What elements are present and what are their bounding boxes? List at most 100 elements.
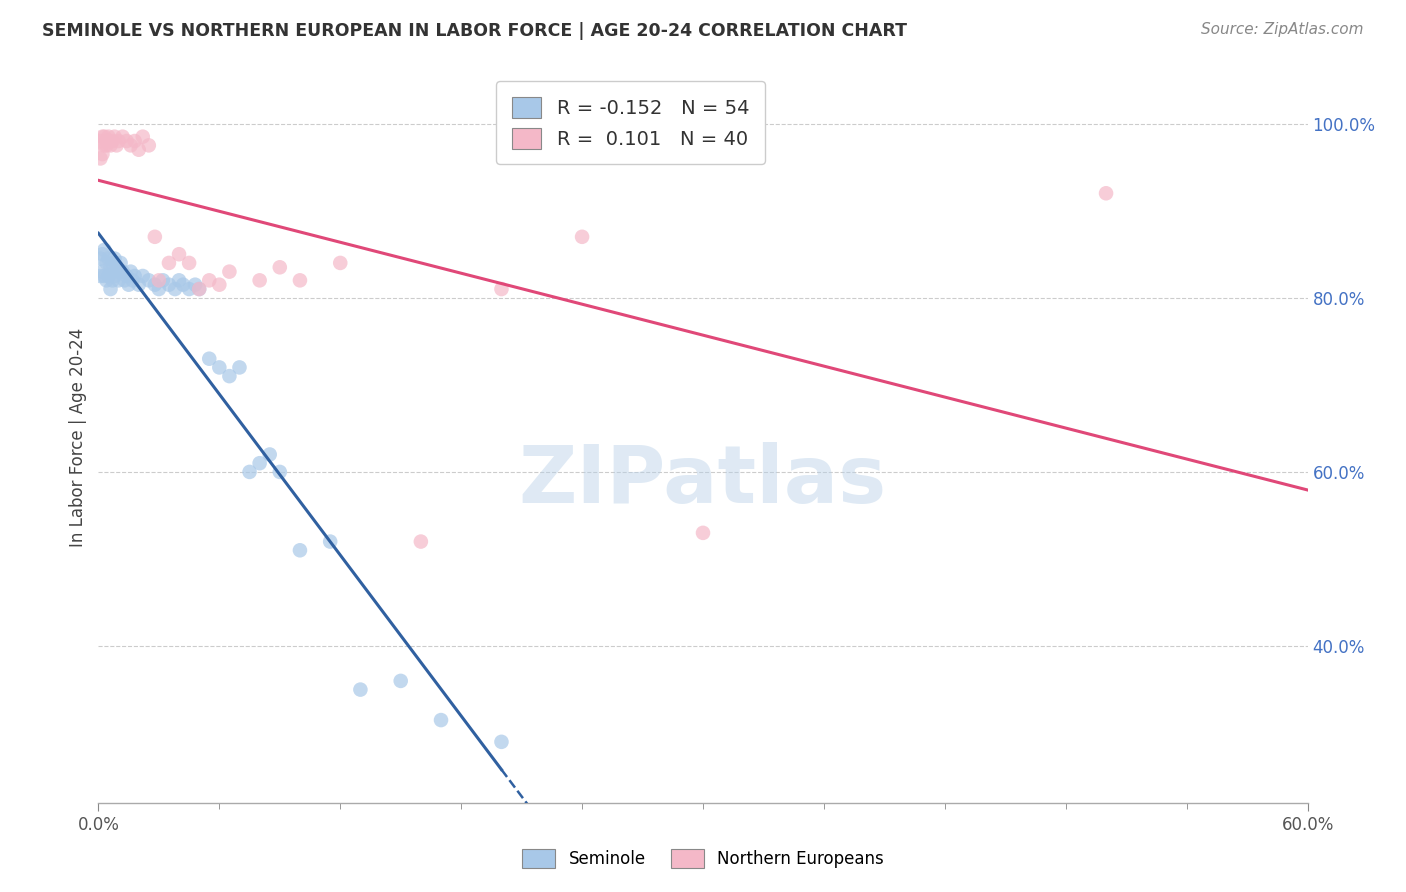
Point bbox=[103, 129, 125, 144]
Point bbox=[114, 273, 136, 287]
Point bbox=[96, 273, 118, 287]
Point bbox=[172, 277, 194, 292]
Text: ZIPatlas: ZIPatlas bbox=[519, 442, 887, 520]
Text: Source: ZipAtlas.com: Source: ZipAtlas.com bbox=[1201, 22, 1364, 37]
Point bbox=[97, 252, 120, 266]
Point bbox=[249, 456, 271, 470]
Point bbox=[120, 265, 142, 279]
Point bbox=[97, 129, 120, 144]
Point bbox=[179, 256, 201, 270]
Point bbox=[249, 273, 271, 287]
Point bbox=[100, 138, 122, 153]
Point bbox=[103, 268, 125, 283]
Point bbox=[167, 247, 190, 261]
Point bbox=[179, 282, 201, 296]
Point bbox=[409, 534, 432, 549]
Point bbox=[143, 277, 166, 292]
Point bbox=[91, 129, 114, 144]
Point bbox=[148, 282, 170, 296]
Point bbox=[100, 282, 122, 296]
Point bbox=[105, 260, 128, 275]
Point bbox=[96, 134, 118, 148]
Point bbox=[148, 273, 170, 287]
Point bbox=[167, 273, 190, 287]
Point bbox=[692, 525, 714, 540]
Point bbox=[239, 465, 262, 479]
Point bbox=[115, 268, 138, 283]
Point bbox=[121, 273, 143, 287]
Point bbox=[91, 147, 114, 161]
Point bbox=[110, 256, 132, 270]
Legend: R = -0.152   N = 54, R =  0.101   N = 40: R = -0.152 N = 54, R = 0.101 N = 40 bbox=[496, 81, 765, 164]
Point bbox=[89, 252, 111, 266]
Point bbox=[152, 273, 174, 287]
Point bbox=[138, 138, 160, 153]
Point bbox=[124, 134, 146, 148]
Text: SEMINOLE VS NORTHERN EUROPEAN IN LABOR FORCE | AGE 20-24 CORRELATION CHART: SEMINOLE VS NORTHERN EUROPEAN IN LABOR F… bbox=[42, 22, 907, 40]
Point bbox=[107, 273, 129, 287]
Point bbox=[188, 282, 211, 296]
Point bbox=[430, 713, 453, 727]
Point bbox=[100, 260, 122, 275]
Point bbox=[89, 134, 111, 148]
Point bbox=[132, 129, 155, 144]
Point bbox=[93, 129, 115, 144]
Point bbox=[89, 152, 111, 166]
Point bbox=[157, 256, 180, 270]
Point bbox=[101, 273, 124, 287]
Point bbox=[107, 134, 129, 148]
Point bbox=[163, 282, 186, 296]
Point bbox=[138, 273, 160, 287]
Point bbox=[124, 268, 146, 283]
Point bbox=[269, 465, 291, 479]
Point bbox=[188, 282, 211, 296]
Point bbox=[96, 138, 118, 153]
Point bbox=[97, 134, 120, 148]
Point bbox=[111, 129, 134, 144]
Point bbox=[259, 448, 281, 462]
Point bbox=[218, 265, 240, 279]
Point bbox=[157, 277, 180, 292]
Legend: Seminole, Northern Europeans: Seminole, Northern Europeans bbox=[515, 843, 891, 875]
Point bbox=[184, 277, 207, 292]
Point bbox=[118, 277, 141, 292]
Point bbox=[96, 256, 118, 270]
Point bbox=[101, 256, 124, 270]
Point bbox=[101, 134, 124, 148]
Point bbox=[491, 282, 513, 296]
Y-axis label: In Labor Force | Age 20-24: In Labor Force | Age 20-24 bbox=[69, 327, 87, 547]
Point bbox=[103, 252, 125, 266]
Point bbox=[349, 682, 371, 697]
Point bbox=[208, 360, 231, 375]
Point bbox=[269, 260, 291, 275]
Point bbox=[218, 369, 240, 384]
Point bbox=[288, 273, 311, 287]
Point bbox=[107, 265, 129, 279]
Point bbox=[97, 268, 120, 283]
Point bbox=[143, 229, 166, 244]
Point bbox=[132, 268, 155, 283]
Point bbox=[198, 351, 221, 366]
Point bbox=[111, 265, 134, 279]
Point bbox=[89, 268, 111, 283]
Point bbox=[128, 277, 150, 292]
Point bbox=[1095, 186, 1118, 201]
Point bbox=[93, 138, 115, 153]
Point bbox=[389, 673, 412, 688]
Point bbox=[228, 360, 250, 375]
Point bbox=[319, 534, 342, 549]
Point bbox=[329, 256, 352, 270]
Point bbox=[491, 735, 513, 749]
Point bbox=[105, 138, 128, 153]
Point bbox=[91, 247, 114, 261]
Point bbox=[128, 143, 150, 157]
Point bbox=[571, 229, 593, 244]
Point bbox=[208, 277, 231, 292]
Point bbox=[93, 243, 115, 257]
Point bbox=[115, 134, 138, 148]
Point bbox=[120, 138, 142, 153]
Point bbox=[91, 265, 114, 279]
Point bbox=[93, 268, 115, 283]
Point bbox=[198, 273, 221, 287]
Point bbox=[288, 543, 311, 558]
